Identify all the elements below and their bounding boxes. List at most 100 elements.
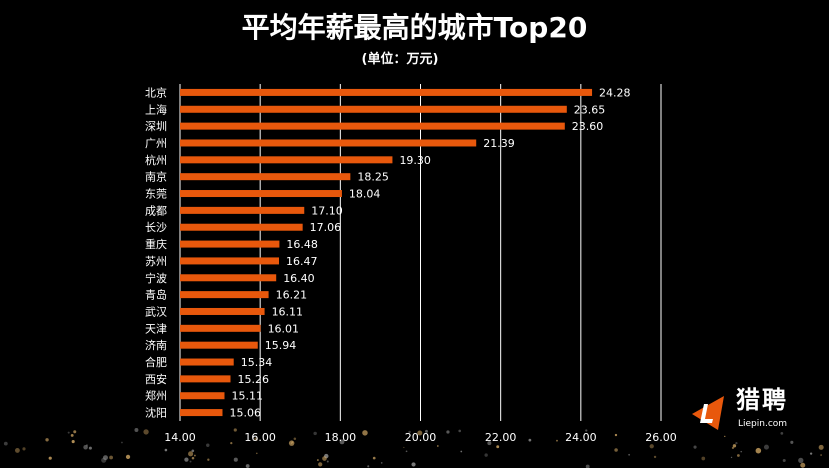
- decor-dot: [820, 454, 823, 456]
- decor-dot: [755, 447, 762, 454]
- decor-dot: [809, 452, 813, 455]
- decor-dot: [484, 453, 488, 457]
- category-label: 天津: [145, 322, 167, 335]
- data-label: 16.01: [268, 322, 300, 335]
- decor-dot: [649, 444, 654, 449]
- category-label: 宁波: [145, 271, 167, 285]
- decor-dot: [585, 429, 588, 432]
- data-label: 23.65: [574, 103, 606, 116]
- category-label: 济南: [145, 338, 167, 352]
- x-tick-label: 20.00: [405, 431, 437, 444]
- decor-dot: [653, 455, 657, 459]
- decor-dot: [70, 433, 74, 437]
- data-label: 15.94: [265, 339, 297, 352]
- bar: [180, 409, 223, 417]
- logo-icon: [692, 396, 724, 430]
- x-tick-label: 18.00: [325, 431, 357, 444]
- category-label: 深圳: [145, 120, 167, 133]
- decor-dot: [121, 441, 123, 444]
- decor-dot: [14, 447, 20, 453]
- data-label: 15.26: [238, 373, 270, 386]
- data-label: 15.34: [241, 356, 273, 369]
- decor-dot: [556, 439, 558, 442]
- decor-dot: [164, 448, 168, 452]
- decor-dot: [83, 444, 88, 450]
- decor-dot: [143, 429, 149, 435]
- data-label: 19.30: [399, 154, 431, 167]
- data-label: 17.10: [311, 204, 343, 217]
- logo-url: Liepin.com: [738, 419, 788, 429]
- bar: [180, 274, 277, 282]
- logo-text: 猎聘: [736, 386, 788, 414]
- bar: [180, 307, 265, 315]
- decor-dot: [405, 450, 408, 453]
- category-label: 东莞: [145, 188, 167, 201]
- decor-dot: [339, 439, 345, 445]
- decor-dot: [22, 447, 26, 451]
- category-label: 南京: [145, 170, 167, 184]
- decor-dot: [191, 449, 195, 453]
- decor-dot: [460, 450, 463, 453]
- data-label: 16.47: [286, 255, 318, 268]
- data-label: 21.39: [483, 137, 515, 150]
- category-label: 武汉: [145, 305, 167, 318]
- decor-dot: [189, 460, 192, 463]
- decor-dot: [417, 430, 423, 436]
- bar: [180, 206, 305, 214]
- decor-dot: [191, 456, 195, 460]
- category-label: 长沙: [145, 221, 167, 234]
- bar: [180, 156, 393, 164]
- decor-dot: [125, 454, 131, 460]
- bar: [180, 341, 258, 349]
- decor-dot: [614, 433, 618, 437]
- decor-dot: [256, 452, 258, 455]
- decor-dot: [71, 440, 75, 444]
- decor-dot: [372, 456, 376, 460]
- decor-dot: [313, 431, 317, 436]
- x-tick-label: 22.00: [485, 431, 517, 444]
- category-label: 杭州: [145, 153, 167, 167]
- decor-dot: [88, 446, 92, 450]
- decor-dot: [322, 456, 327, 461]
- bar: [180, 173, 351, 181]
- decor-dot: [701, 456, 706, 461]
- decor-dot: [326, 460, 329, 463]
- category-label: 成都: [145, 204, 167, 217]
- decor-dot: [730, 456, 733, 459]
- category-label: 苏州: [145, 255, 167, 268]
- decor-dot: [134, 428, 139, 433]
- decor-dot: [408, 430, 411, 434]
- bar: [180, 223, 303, 231]
- data-label: 15.11: [231, 390, 263, 403]
- data-label: 17.06: [310, 221, 342, 234]
- bar: [180, 139, 477, 147]
- data-label: 23.60: [572, 120, 604, 133]
- bar: [180, 88, 593, 96]
- decor-dot: [316, 459, 319, 462]
- decor-dot: [3, 441, 8, 446]
- decor-dot: [800, 462, 806, 468]
- decor-dot: [403, 446, 405, 449]
- x-tick-label: 16.00: [244, 431, 276, 444]
- decor-dot: [818, 444, 824, 450]
- decor-dot: [798, 457, 804, 463]
- data-label: 16.40: [283, 272, 315, 285]
- decor-dot: [732, 444, 737, 448]
- decor-dot: [233, 428, 237, 432]
- bar: [180, 122, 565, 130]
- data-label: 15.06: [229, 407, 261, 420]
- decor-dot: [693, 445, 697, 449]
- decor-dot: [367, 465, 370, 468]
- decor-dot: [585, 464, 590, 468]
- decor-dot: [528, 438, 532, 442]
- decor-dot: [735, 441, 738, 445]
- decor-dot: [230, 442, 233, 445]
- decor-dot: [628, 453, 631, 456]
- decor-dot: [254, 437, 258, 441]
- decor-dot: [458, 429, 462, 433]
- decor-dot: [193, 454, 196, 457]
- decor-dot: [737, 454, 740, 457]
- liepin-logo: 猎聘 Liepin.com: [688, 386, 828, 440]
